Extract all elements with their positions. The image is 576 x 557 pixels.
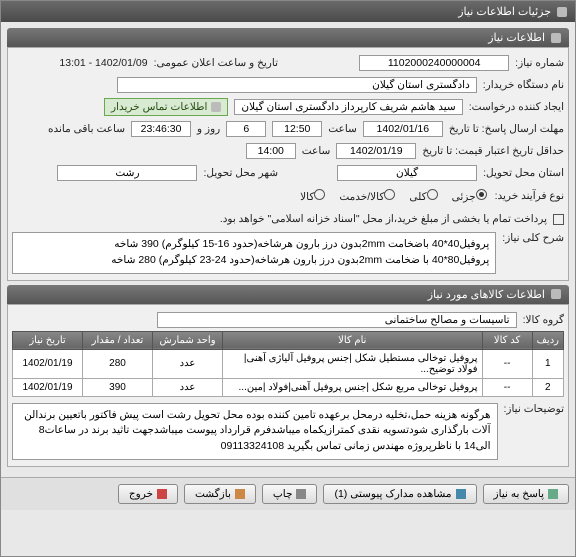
radio-service[interactable] [384,189,395,200]
table-cell: 2 [532,378,563,396]
items-table: ردیف کد کالا نام کالا واحد شمارش تعداد /… [12,331,564,397]
table-header-row: ردیف کد کالا نام کالا واحد شمارش تعداد /… [13,331,564,349]
attach-icon [456,489,466,499]
payment-checkbox[interactable] [553,214,564,225]
col-row: ردیف [532,331,563,349]
info-icon [551,33,561,43]
requester-value: سید هاشم شریف کارپرداز دادگستری استان گی… [234,99,462,115]
main-window: جزئیات اطلاعات نیاز اطلاعات نیاز شماره ن… [0,0,576,557]
requester-label: ایجاد کننده درخواست: [469,101,564,113]
group-label: گروه کالا: [523,314,564,326]
section1-body: شماره نیاز: 1102000240000004 تاریخ و ساع… [7,47,569,281]
city-value: رشت [57,165,197,181]
deadline-label: مهلت ارسال پاسخ: تا تاریخ [449,123,564,135]
overview-label: شرح کلی نیاز: [502,232,564,244]
contact-icon [211,102,221,112]
desc-label: توضیحات نیاز: [504,403,565,415]
announce-value: 1402/01/09 - 13:01 [59,57,147,69]
validity-time-label: ساعت [302,145,331,157]
table-cell: -- [482,349,532,378]
validity-label: حداقل تاریخ اعتبار قیمت: تا تاریخ [422,145,564,157]
section1-header: اطلاعات نیاز [7,28,569,47]
col-name: نام کالا [223,331,483,349]
col-unit: واحد شمارش [153,331,223,349]
buy-type-label: نوع فرآیند خرید: [495,190,564,202]
goods-icon [551,289,561,299]
buyer-label: نام دستگاه خریدار: [483,79,564,91]
announce-label: تاریخ و ساعت اعلان عمومی: [154,57,278,69]
table-cell: پروفیل توخالی مربع شکل |جنس پروفیل آهنی|… [223,378,483,396]
payment-note: پرداخت تمام یا بخشی از مبلغ خرید،از محل … [220,213,547,225]
col-date: تاریخ نیاز [13,331,83,349]
province-value: گیلان [337,165,477,181]
need-number-value: 1102000240000004 [359,55,509,71]
table-row[interactable]: 1--پروفیل توخالی مستطیل شکل |جنس پروفیل … [13,349,564,378]
table-cell: 390 [83,378,153,396]
radio-part[interactable] [476,189,487,200]
deadline-time: 12:50 [272,121,322,137]
attachments-button[interactable]: مشاهده مدارک پیوستی (1) [323,484,476,504]
table-row[interactable]: 2--پروفیل توخالی مربع شکل |جنس پروفیل آه… [13,378,564,396]
exit-button[interactable]: خروج [118,484,178,504]
radio-goods[interactable] [314,189,325,200]
table-cell: 1 [532,349,563,378]
validity-time: 14:00 [246,143,296,159]
buyer-value: دادگستری استان گیلان [117,77,477,93]
back-button[interactable]: بازگشت [184,484,256,504]
deadline-time-label: ساعت [328,123,357,135]
reply-button[interactable]: پاسخ به نیاز [483,484,569,504]
section2-body: گروه کالا: تاسیسات و مصالح ساختمانی ردیف… [7,304,569,467]
days-label: روز و [197,123,220,135]
overview-text: پروفیل40*40 باضخامت 2mmبدون درز بارون هر… [12,232,496,274]
reply-icon [548,489,558,499]
table-cell: پروفیل توخالی مستطیل شکل |جنس پروفیل آلی… [223,349,483,378]
col-code: کد کالا [482,331,532,349]
back-icon [235,489,245,499]
col-qty: تعداد / مقدار [83,331,153,349]
remaining-time: 23:46:30 [131,121,191,137]
window-icon [557,7,567,17]
table-cell: -- [482,378,532,396]
buy-type-radios: جزئی کلی کالا/خدمت کالا [298,186,488,206]
print-button[interactable]: چاپ [262,484,318,504]
radio-group[interactable] [427,189,438,200]
province-label: استان محل تحویل: [483,167,564,179]
print-icon [296,489,306,499]
exit-icon [157,489,167,499]
days-value: 6 [226,121,266,137]
contact-note[interactable]: اطلاعات تماس خریدار [104,98,228,116]
table-cell: 1402/01/19 [13,378,83,396]
window-titlebar: جزئیات اطلاعات نیاز [1,1,575,22]
content-area: اطلاعات نیاز شماره نیاز: 110200024000000… [1,22,575,477]
desc-text: هرگونه هزینه حمل،تخلیه درمحل برعهده تامی… [12,403,498,460]
city-label: شهر محل تحویل: [203,167,278,179]
deadline-date: 1402/01/16 [363,121,443,137]
section2-header: اطلاعات کالاهای مورد نیاز [7,285,569,304]
button-bar: پاسخ به نیاز مشاهده مدارک پیوستی (1) چاپ… [1,477,575,510]
table-cell: عدد [153,378,223,396]
validity-date: 1402/01/19 [336,143,416,159]
remaining-label: ساعت باقی مانده [48,123,125,135]
table-cell: 280 [83,349,153,378]
table-cell: عدد [153,349,223,378]
window-title: جزئیات اطلاعات نیاز [458,5,551,18]
need-number-label: شماره نیاز: [515,57,564,69]
group-value: تاسیسات و مصالح ساختمانی [157,312,517,328]
table-cell: 1402/01/19 [13,349,83,378]
